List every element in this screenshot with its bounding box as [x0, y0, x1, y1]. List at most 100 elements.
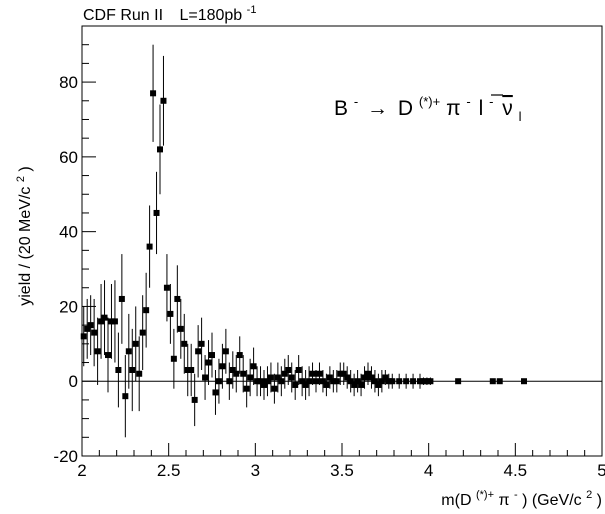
x-axis-title-prefix: m(D: [441, 492, 471, 509]
point-marker: [247, 374, 254, 381]
point-marker: [313, 378, 319, 385]
point-marker: [382, 374, 389, 381]
data-point: [333, 370, 340, 393]
y-axis-ticks: -20 0 20 40 60 80: [53, 25, 96, 466]
data-point: [105, 317, 111, 393]
point-marker: [319, 378, 326, 385]
data-point: [309, 362, 316, 385]
data-point: [160, 55, 167, 146]
data-point: [125, 313, 132, 389]
point-marker: [163, 284, 170, 291]
data-point: [184, 343, 191, 397]
point-marker: [146, 243, 153, 250]
x-axis-title-mid: ) (GeV/c: [522, 492, 582, 509]
point-marker: [212, 389, 219, 396]
point-marker: [233, 370, 240, 377]
point-marker: [292, 381, 299, 388]
data-point: [240, 355, 247, 393]
point-marker: [427, 378, 434, 385]
data-point: [163, 254, 170, 322]
decay-neutrino-subscript: l: [519, 109, 522, 124]
data-point: [264, 366, 271, 397]
point-marker: [184, 367, 191, 373]
point-marker: [222, 348, 229, 355]
point-marker: [219, 363, 226, 370]
data-point: [378, 370, 385, 393]
data-point: [188, 343, 195, 397]
data-point: [91, 298, 98, 367]
x-tick-label: 3: [251, 461, 260, 480]
point-marker: [143, 307, 150, 314]
point-marker: [288, 374, 295, 381]
data-point: [319, 370, 326, 393]
data-point: [396, 373, 403, 389]
data-point: [129, 328, 136, 412]
point-marker: [358, 381, 365, 388]
data-point: [423, 377, 430, 385]
point-marker: [333, 378, 340, 385]
point-marker: [139, 329, 146, 336]
data-point: [212, 370, 219, 415]
point-marker: [257, 378, 264, 385]
x-tick-label: 3.5: [330, 461, 354, 480]
data-point: [139, 295, 146, 370]
point-marker: [188, 367, 195, 373]
point-marker: [240, 370, 247, 377]
y-tick-label: 80: [59, 73, 78, 92]
data-point: [521, 378, 527, 385]
data-point: [226, 362, 233, 400]
point-marker: [455, 378, 462, 385]
point-marker: [274, 374, 281, 381]
data-point: [153, 171, 160, 255]
decay-neutrino: ν: [502, 97, 513, 120]
data-point: [202, 355, 209, 400]
point-marker: [125, 348, 132, 355]
point-marker: [150, 90, 157, 97]
point-marker: [136, 370, 143, 377]
y-axis-title-superscript: 2: [15, 176, 27, 182]
decay-d-superscript: (*)+: [419, 94, 440, 109]
data-point: [198, 317, 205, 370]
point-marker: [316, 370, 323, 377]
x-axis-title-superscript-2: 2: [586, 489, 592, 501]
data-points: [80, 44, 527, 438]
x-axis-title-pion: π: [498, 492, 509, 509]
x-axis-title-pion-charge: -: [514, 489, 518, 501]
data-point: [177, 298, 184, 359]
x-axis-ticks: 2 2.5 3 3.5 4 4.5 5: [77, 443, 605, 480]
data-point: [84, 298, 91, 359]
data-point: [209, 332, 215, 378]
y-tick-label: 40: [59, 223, 78, 242]
decay-d-meson: D: [398, 97, 413, 120]
data-point: [167, 284, 174, 344]
data-point: [316, 362, 323, 385]
y-tick-label: 60: [59, 148, 78, 167]
point-marker: [198, 340, 205, 347]
point-marker: [396, 378, 403, 385]
y-axis-title: yield / (20 MeV/c 2 ): [11, 166, 34, 306]
data-point: [250, 347, 257, 385]
point-marker: [153, 209, 160, 216]
data-point: [278, 366, 285, 397]
data-point: [87, 295, 94, 356]
chart-header: CDF Run II L=180pb -1: [83, 4, 256, 24]
data-point: [98, 284, 105, 359]
data-point: [271, 373, 278, 404]
point-marker: [160, 97, 167, 104]
x-tick-label: 4.5: [504, 461, 528, 480]
data-point: [496, 378, 503, 385]
data-point: [108, 284, 115, 359]
point-marker: [205, 359, 212, 366]
decay-lepton: l: [479, 97, 484, 120]
point-marker: [326, 374, 333, 381]
point-marker: [423, 378, 430, 385]
point-marker: [347, 378, 354, 385]
point-marker: [521, 378, 527, 385]
point-marker: [202, 374, 209, 381]
data-point: [281, 358, 288, 389]
data-point: [306, 366, 313, 397]
data-point: [358, 373, 365, 397]
point-marker: [111, 318, 118, 325]
point-marker: [340, 370, 347, 377]
point-marker: [229, 367, 236, 373]
